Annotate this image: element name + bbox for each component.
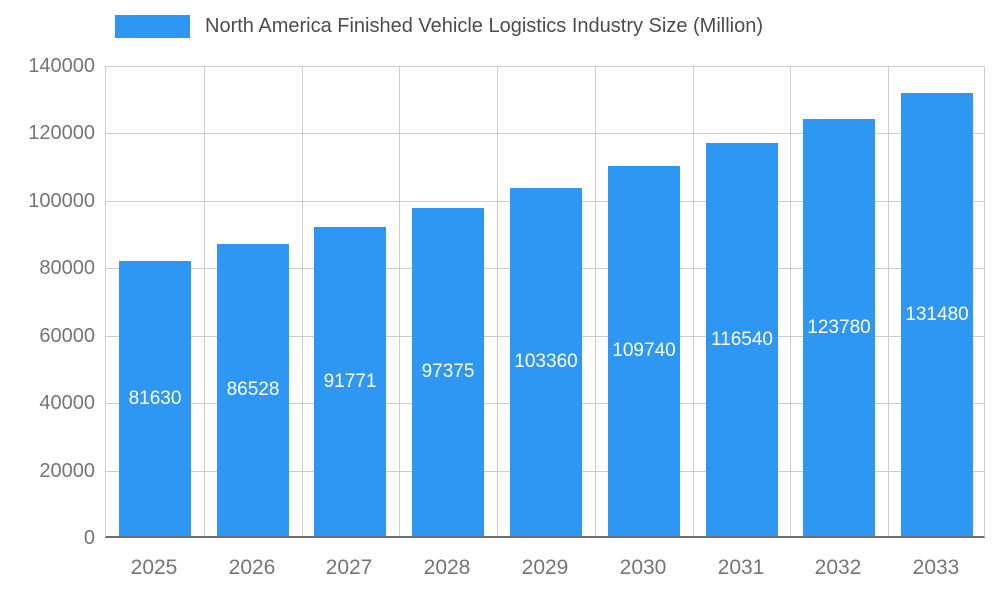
bar-value-label: 97375 [421,361,475,382]
bar-value-label: 116540 [711,328,773,350]
v-gridline [399,66,400,536]
bar-2027: 91771 [314,227,386,536]
v-gridline [595,66,596,536]
bar-value-label: 103360 [514,351,578,372]
y-tick-label: 0 [83,527,95,549]
v-gridline [790,66,791,536]
x-tick-label: 2028 [423,556,471,579]
h-gridline [106,133,984,135]
x-tick-label: 2025 [130,556,178,579]
y-tick-label: 40000 [39,392,95,415]
h-gridline [106,66,984,67]
bar-2032: 123780 [803,119,875,536]
bar-value-label: 131480 [905,303,969,325]
x-tick-label: 2032 [814,556,862,579]
bar-2029: 103360 [510,188,582,536]
bar-2033: 131480 [901,93,973,536]
bar-2031: 116540 [706,143,778,536]
bar-value-label: 81630 [128,387,182,409]
y-tick-label: 120000 [28,122,95,145]
bar-value-label: 123780 [807,316,871,338]
legend: North America Finished Vehicle Logistics… [115,15,763,38]
bar-value-label: 86528 [226,379,280,400]
x-axis-labels: 2025 2026 2027 2028 2029 2030 2031 2032 2033 [105,556,985,586]
y-tick-label: 60000 [39,324,95,347]
x-tick-label: 2030 [619,556,667,579]
y-tick-label: 100000 [28,189,95,212]
v-gridline [693,66,694,536]
y-tick-label: 140000 [28,55,95,77]
bar-2030: 109740 [608,166,680,536]
bar-2026: 86528 [217,244,289,536]
bar-value-label: 109740 [612,340,676,361]
bar-2028: 97375 [412,208,484,536]
bar-2025: 81630 [119,261,191,536]
plot-area: 81630 86528 91771 97375 103360 109740 116540 12… [105,66,985,538]
v-gridline [302,66,303,536]
x-tick-label: 2031 [717,556,765,579]
x-tick-label: 2029 [521,556,569,579]
y-axis-labels: 0 20000 40000 60000 80000 100000 120000 140000 [0,55,95,549]
v-gridline [497,66,498,536]
y-tick-label: 80000 [39,257,95,280]
bar-value-label: 91771 [323,370,377,392]
x-tick-label: 2027 [325,556,373,579]
x-tick-label: 2033 [912,556,960,579]
y-tick-label: 20000 [39,459,95,482]
legend-swatch [115,15,190,38]
x-tick-label: 2026 [228,556,276,579]
v-gridline [204,66,205,536]
legend-label: North America Finished Vehicle Logistics… [205,15,763,37]
v-gridline [888,66,889,536]
